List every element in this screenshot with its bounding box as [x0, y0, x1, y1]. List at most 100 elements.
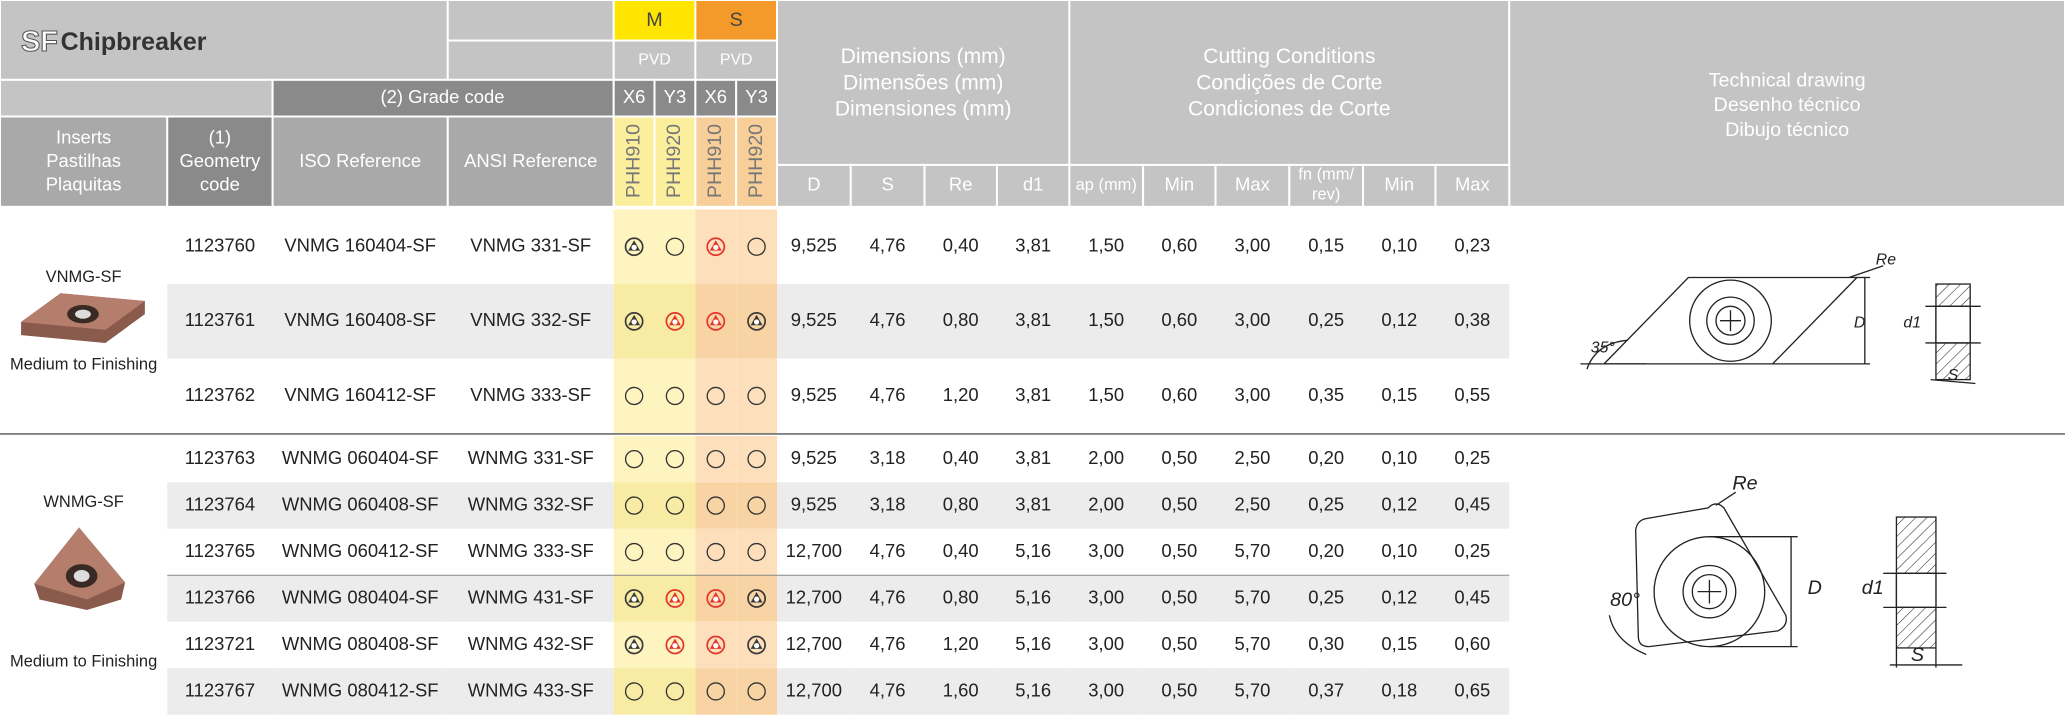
value-cell: 0,60 — [1161, 384, 1197, 405]
sub-col: Max — [1235, 174, 1270, 195]
value-cell: 0,65 — [1454, 679, 1490, 700]
value-cell: 9,525 — [791, 384, 837, 405]
value-cell: 0,18 — [1381, 679, 1417, 700]
ansi-ref: WNMG 433-SF — [468, 679, 594, 700]
value-cell: 0,50 — [1161, 447, 1197, 468]
value-cell: 0,40 — [943, 235, 979, 256]
angle-arc — [1609, 615, 1646, 654]
insert-note: Medium to Finishing — [10, 653, 157, 671]
drawing-label: Re — [1876, 252, 1896, 269]
geometry-code: 1123721 — [185, 633, 255, 654]
value-cell: 0,50 — [1161, 633, 1197, 654]
value-cell: 0,40 — [943, 540, 979, 561]
value-cell: 12,700 — [786, 633, 842, 654]
cell — [448, 41, 614, 80]
geometry-label: code — [200, 174, 240, 195]
geometry-code: 1123766 — [185, 586, 255, 607]
value-cell: 0,45 — [1454, 493, 1490, 514]
value-cell: 4,76 — [870, 633, 906, 654]
ansi-ref: WNMG 331-SF — [468, 447, 594, 468]
value-cell: 0,38 — [1454, 309, 1490, 330]
insert-name: VNMG-SF — [46, 268, 122, 286]
drawing-label: d1 — [1862, 577, 1884, 599]
geometry-code: 1123761 — [185, 309, 255, 330]
value-cell: 5,70 — [1234, 679, 1270, 700]
grade-symbol-core — [754, 597, 759, 602]
value-cell: 3,81 — [1015, 309, 1051, 330]
ansi-ref: VNMG 332-SF — [470, 309, 591, 330]
value-cell: 0,45 — [1454, 586, 1490, 607]
grade-code-label: (2) Grade code — [381, 86, 505, 107]
value-cell: 1,20 — [943, 633, 979, 654]
geometry-label: (1) — [209, 127, 232, 148]
sub-col: ap (mm) — [1076, 176, 1137, 194]
value-cell: 3,18 — [870, 493, 906, 514]
value-cell: 0,12 — [1381, 493, 1417, 514]
chipbreaker-table: SFChipbreakerMPVDSPVD(2) Grade codeX6PHH… — [0, 0, 2065, 716]
value-cell: 0,25 — [1308, 493, 1344, 514]
geometry-code: 1123760 — [185, 235, 255, 256]
value-cell: 2,50 — [1234, 447, 1270, 468]
grade-name: PHH920 — [663, 124, 685, 198]
dimensions-label: Dimensões (mm) — [843, 71, 1003, 94]
drawing-label: 80° — [1610, 589, 1640, 611]
value-cell: 1,60 — [943, 679, 979, 700]
grade-name: PHH910 — [622, 124, 644, 198]
value-cell: 3,81 — [1015, 384, 1051, 405]
sub-col: S — [881, 174, 893, 195]
value-cell: 2,00 — [1088, 493, 1124, 514]
drawing-label: D — [1808, 577, 1822, 599]
row-cell — [736, 668, 777, 714]
value-cell: 0,30 — [1308, 633, 1344, 654]
value-cell: 0,55 — [1454, 384, 1490, 405]
row-cell — [655, 482, 696, 528]
ansi-ref: WNMG 432-SF — [468, 633, 594, 654]
grade-symbol-core — [713, 245, 718, 250]
value-cell: 9,525 — [791, 493, 837, 514]
row-cell — [614, 668, 655, 714]
value-cell: 0,23 — [1454, 235, 1490, 256]
value-cell: 12,700 — [786, 586, 842, 607]
grade-name: PHH920 — [745, 124, 767, 198]
geometry-code: 1123764 — [185, 493, 255, 514]
value-cell: 4,76 — [870, 679, 906, 700]
value-cell: 4,76 — [870, 384, 906, 405]
insert-image-vnmg — [21, 293, 145, 343]
drawing-label: Dibujo técnico — [1725, 119, 1849, 141]
grade-col: Y3 — [745, 86, 768, 107]
grade-symbol-core — [672, 643, 677, 648]
sub-col: Re — [949, 174, 973, 195]
value-cell: 0,50 — [1161, 493, 1197, 514]
value-cell: 3,00 — [1088, 633, 1124, 654]
row-cell — [655, 529, 696, 575]
technical-drawing-wnmg — [1609, 492, 1962, 667]
iso-ref: VNMG 160412-SF — [284, 384, 436, 405]
value-cell: 0,80 — [943, 586, 979, 607]
sub-col: Min — [1384, 174, 1414, 195]
value-cell: 0,10 — [1381, 235, 1417, 256]
value-cell: 1,50 — [1088, 384, 1124, 405]
grade-symbol-core — [754, 319, 759, 324]
value-cell: 0,60 — [1161, 309, 1197, 330]
value-cell: 3,00 — [1234, 384, 1270, 405]
value-cell: 0,20 — [1308, 540, 1344, 561]
drawing-label: d1 — [1903, 314, 1921, 331]
cell — [0, 80, 273, 117]
value-cell: 5,70 — [1234, 540, 1270, 561]
value-cell: 9,525 — [791, 309, 837, 330]
grade-group: S — [730, 9, 743, 31]
row-cell — [736, 529, 777, 575]
geometry-code: 1123765 — [185, 540, 255, 561]
value-cell: 0,60 — [1161, 235, 1197, 256]
value-cell: 3,81 — [1015, 235, 1051, 256]
sub-col: d1 — [1023, 174, 1044, 195]
sub-col: Min — [1164, 174, 1194, 195]
sub-col: rev) — [1312, 185, 1340, 203]
row-cell — [614, 436, 655, 482]
ansi-ref: WNMG 333-SF — [468, 540, 594, 561]
value-cell: 0,20 — [1308, 447, 1344, 468]
row-cell — [614, 482, 655, 528]
grade-sub: PVD — [638, 51, 670, 68]
row-cell — [736, 209, 777, 284]
cell — [448, 0, 614, 41]
